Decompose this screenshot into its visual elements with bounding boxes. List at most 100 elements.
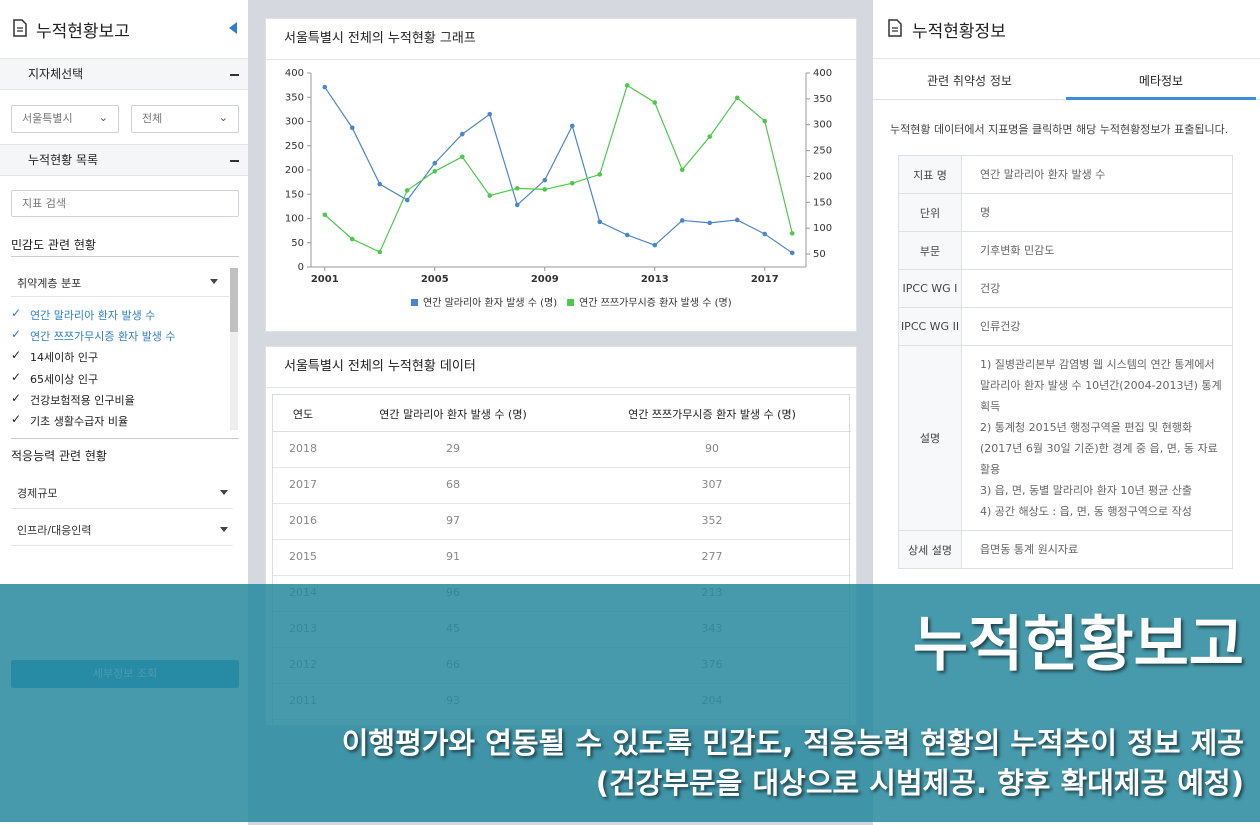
meta-label: IPCC WG I bbox=[899, 270, 962, 307]
table-cell: 29 bbox=[446, 442, 460, 455]
meta-label-text: 상세 설명 bbox=[908, 543, 952, 557]
x-tick-label: 2013 bbox=[641, 274, 669, 285]
data-point bbox=[569, 123, 575, 129]
meta-row: IPCC WG II 인류건강 bbox=[899, 308, 1232, 346]
data-point bbox=[624, 232, 630, 238]
data-point bbox=[349, 236, 355, 242]
select-box[interactable]: 전체 ⌄ bbox=[131, 105, 239, 133]
x-tick-label: 2001 bbox=[311, 274, 339, 285]
data-point bbox=[679, 218, 685, 223]
dropdown[interactable]: 인프라/대응인력 bbox=[17, 524, 92, 537]
meta-label: 설명 bbox=[899, 346, 962, 530]
meta-value: 읍면동 통계 원시자료 bbox=[962, 531, 1086, 568]
meta-value: 인류건강 bbox=[962, 308, 1028, 345]
list-item[interactable]: 연간 말라리아 환자 발생 수 bbox=[30, 309, 156, 322]
check-icon: ✓ bbox=[11, 327, 22, 342]
banner: 누적현황보고 이행평가와 연동될 수 있도록 민감도, 적응능력 현황의 누적추… bbox=[0, 584, 1260, 822]
list-item[interactable]: 연간 쯔쯔가무시증 환자 발생 수 bbox=[30, 330, 176, 344]
collapse-icon[interactable] bbox=[230, 160, 239, 162]
collapse-button[interactable] bbox=[228, 21, 238, 35]
info-icon bbox=[888, 19, 902, 37]
meta-value-line: 기후변화 민감도 bbox=[980, 244, 1055, 257]
data-point bbox=[322, 84, 328, 90]
notice: 누적현황 데이터에서 지표명을 클릭하면 해당 누적현황정보가 표출됩니다. bbox=[890, 123, 1229, 136]
column-header: 연간 말라리아 환자 발생 수 (명) bbox=[379, 408, 527, 421]
data-point bbox=[762, 231, 768, 237]
data-point bbox=[652, 100, 658, 105]
y-tick-label: 400 bbox=[285, 68, 304, 79]
search-input[interactable]: 지표 검색 bbox=[11, 190, 239, 217]
table-row: 2016 97 352 bbox=[273, 503, 851, 540]
meta-value: 명 bbox=[962, 194, 998, 231]
table-cell: 307 bbox=[701, 478, 723, 491]
divider bbox=[11, 438, 239, 439]
x-tick-label: 2017 bbox=[751, 274, 779, 285]
meta-value-line: 1) 질병관리본부 감염병 웹 시스템의 연간 통계에서 말라리아 환자 발생 … bbox=[980, 358, 1222, 413]
y-tick-label: 300 bbox=[285, 117, 304, 128]
series-line bbox=[324, 86, 793, 254]
dropdown[interactable]: 경제규모 bbox=[17, 487, 58, 500]
table-row: 2017 68 307 bbox=[273, 467, 851, 504]
section-title: 누적현황 목록 bbox=[28, 153, 99, 167]
legend-swatch bbox=[567, 299, 575, 306]
data-point bbox=[707, 134, 713, 139]
list-item[interactable]: 65세이상 인구 bbox=[30, 372, 99, 386]
chart-card: 서울특별시 전체의 누적현황 그래프 0 50 100 150 200 250 300 350… bbox=[265, 18, 857, 332]
meta-value-line: 연간 말라리아 환자 발생 수 bbox=[980, 168, 1106, 181]
group-title: 민감도 관련 현황 bbox=[11, 238, 96, 252]
list-item[interactable]: 건강보험적용 인구비율 bbox=[30, 393, 135, 407]
divider bbox=[873, 58, 1260, 59]
meta-label-text: IPCC WG I bbox=[902, 282, 958, 295]
table-cell: 90 bbox=[705, 442, 719, 455]
meta-row: 지표 명 연간 말라리아 환자 발생 수 bbox=[899, 156, 1232, 194]
data-point bbox=[459, 131, 465, 137]
scrollbar[interactable] bbox=[230, 268, 238, 430]
section-title: 지자체선택 bbox=[28, 67, 84, 81]
select-box[interactable]: 서울특별시 ⌄ bbox=[11, 105, 119, 133]
panel-title: 누적현황정보 bbox=[912, 22, 1006, 42]
select-value: 전체 bbox=[142, 112, 163, 125]
series-line bbox=[324, 84, 793, 253]
banner-line: 이행평가와 연동될 수 있도록 민감도, 적응능력 현황의 누적추이 정보 제공 bbox=[341, 726, 1244, 760]
data-point bbox=[762, 118, 768, 124]
meta-label: 부문 bbox=[899, 232, 962, 269]
list-item[interactable]: 기초 생활수급자 비율 bbox=[30, 415, 129, 428]
y-tick-label: 0 bbox=[298, 262, 304, 273]
meta-value: 기후변화 민감도 bbox=[962, 232, 1062, 269]
meta-value: 건강 bbox=[962, 270, 1008, 307]
meta-label-text: 단위 bbox=[919, 206, 941, 220]
meta-value-line: 인류건강 bbox=[980, 320, 1021, 333]
meta-label: IPCC WG II bbox=[899, 308, 962, 345]
data-point bbox=[597, 219, 603, 225]
data-point bbox=[432, 168, 438, 174]
data-point bbox=[597, 172, 603, 177]
list-item[interactable]: 14세이하 인구 bbox=[30, 351, 99, 365]
data-point bbox=[789, 250, 795, 256]
meta-label: 단위 bbox=[899, 194, 962, 231]
data-point bbox=[459, 154, 465, 160]
collapse-icon[interactable] bbox=[230, 74, 239, 76]
dropdown[interactable]: 취약계층 분포 bbox=[17, 277, 82, 290]
meta-value-line: 읍면동 통계 원시자료 bbox=[980, 543, 1079, 556]
check-icon: ✓ bbox=[11, 369, 22, 384]
y-tick-label: 100 bbox=[285, 214, 304, 225]
data-point bbox=[487, 111, 493, 117]
y2-tick-label: 200 bbox=[813, 171, 832, 182]
data-point bbox=[679, 167, 685, 173]
data-point bbox=[404, 197, 410, 203]
legend-swatch bbox=[411, 299, 418, 306]
column-header: 연도 bbox=[292, 408, 314, 421]
table-cell: 68 bbox=[446, 478, 460, 491]
data-point bbox=[432, 160, 438, 166]
tab[interactable]: 관련 취약성 정보 bbox=[927, 74, 1012, 88]
dropdown-arrow bbox=[220, 490, 228, 495]
x-tick-label: 2009 bbox=[531, 274, 559, 285]
check-icon: ✓ bbox=[11, 306, 22, 320]
meta-label-text: 부문 bbox=[919, 244, 941, 258]
tab-active[interactable]: 메타정보 bbox=[1138, 74, 1184, 88]
y2-tick-label: 350 bbox=[813, 94, 832, 105]
section-header: 누적현황 목록 bbox=[0, 144, 248, 176]
data-point bbox=[514, 202, 520, 208]
